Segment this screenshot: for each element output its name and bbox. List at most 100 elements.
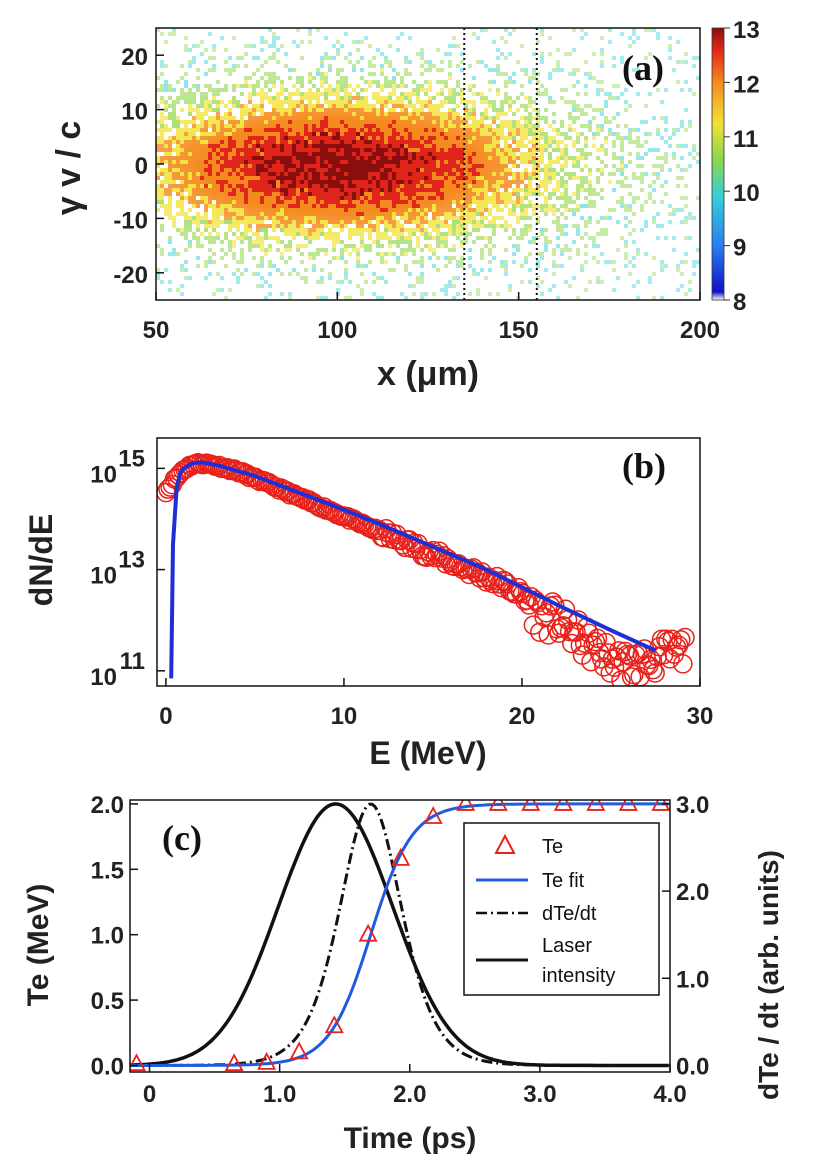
heatmap-cell: [260, 188, 264, 192]
heatmap-cell: [312, 152, 316, 156]
heatmap-cell: [300, 96, 304, 100]
heatmap-cell: [540, 168, 544, 172]
heatmap-cell: [316, 116, 320, 120]
heatmap-cell: [388, 184, 392, 188]
heatmap-cell: [196, 212, 200, 216]
heatmap-cell: [516, 244, 520, 248]
heatmap-cell: [472, 160, 476, 164]
heatmap-cell: [420, 144, 424, 148]
heatmap-cell: [368, 116, 372, 120]
heatmap-cell: [512, 200, 516, 204]
heatmap-cell: [240, 168, 244, 172]
heatmap-cell: [428, 184, 432, 188]
heatmap-cell: [496, 48, 500, 52]
heatmap-cell: [264, 72, 268, 76]
heatmap-cell: [500, 52, 504, 56]
b-data-point: [675, 627, 695, 648]
heatmap-cell: [528, 116, 532, 120]
heatmap-cell: [628, 44, 632, 48]
heatmap-cell: [416, 180, 420, 184]
heatmap-cell: [488, 200, 492, 204]
heatmap-cell: [460, 148, 464, 152]
heatmap-cell: [252, 124, 256, 128]
heatmap-cell: [336, 116, 340, 120]
heatmap-cell: [272, 116, 276, 120]
heatmap-cell: [224, 124, 228, 128]
heatmap-cell: [348, 208, 352, 212]
heatmap-cell: [200, 116, 204, 120]
heatmap-cell: [196, 200, 200, 204]
heatmap-cell: [628, 152, 632, 156]
heatmap-cell: [508, 284, 512, 288]
heatmap-cell: [216, 100, 220, 104]
heatmap-cell: [512, 28, 516, 32]
heatmap-cell: [352, 40, 356, 44]
heatmap-cell: [324, 92, 328, 96]
heatmap-cell: [284, 216, 288, 220]
heatmap-cell: [304, 280, 308, 284]
heatmap-cell: [668, 212, 672, 216]
heatmap-cell: [624, 252, 628, 256]
heatmap-cell: [220, 100, 224, 104]
heatmap-cell: [600, 188, 604, 192]
heatmap-cell: [492, 136, 496, 140]
heatmap-cell: [344, 132, 348, 136]
heatmap-cell: [532, 132, 536, 136]
heatmap-cell: [244, 188, 248, 192]
c-te-point: [289, 1041, 309, 1060]
heatmap-cell: [476, 168, 480, 172]
heatmap-cell: [244, 136, 248, 140]
heatmap-cell: [528, 172, 532, 176]
heatmap-cell: [380, 108, 384, 112]
heatmap-cell: [204, 104, 208, 108]
heatmap-cell: [452, 244, 456, 248]
heatmap-cell: [600, 88, 604, 92]
heatmap-cell: [188, 180, 192, 184]
heatmap-cell: [380, 212, 384, 216]
heatmap-cell: [248, 84, 252, 88]
heatmap-cell: [364, 108, 368, 112]
heatmap-cell: [436, 192, 440, 196]
heatmap-cell: [464, 144, 468, 148]
heatmap-cell: [452, 148, 456, 152]
heatmap-cell: [628, 208, 632, 212]
heatmap-cell: [396, 224, 400, 228]
heatmap-cell: [452, 140, 456, 144]
heatmap-cell: [480, 192, 484, 196]
heatmap-cell: [356, 232, 360, 236]
heatmap-cell: [388, 124, 392, 128]
heatmap-cell: [164, 80, 168, 84]
heatmap-cell: [344, 164, 348, 168]
heatmap-cell: [544, 168, 548, 172]
heatmap-cell: [272, 76, 276, 80]
heatmap-cell: [292, 144, 296, 148]
heatmap-cell: [396, 184, 400, 188]
heatmap-cell: [168, 204, 172, 208]
heatmap-cell: [356, 256, 360, 260]
heatmap-cell: [628, 140, 632, 144]
heatmap-cell: [620, 168, 624, 172]
heatmap-cell: [472, 108, 476, 112]
heatmap-cell: [436, 48, 440, 52]
heatmap-cell: [496, 88, 500, 92]
heatmap-cell: [300, 128, 304, 132]
heatmap-cell: [344, 172, 348, 176]
heatmap-cell: [624, 136, 628, 140]
heatmap-cell: [296, 208, 300, 212]
heatmap-cell: [428, 120, 432, 124]
heatmap-cell: [336, 72, 340, 76]
heatmap-cell: [372, 112, 376, 116]
heatmap-cell: [256, 196, 260, 200]
heatmap-cell: [188, 164, 192, 168]
heatmap-cell: [300, 176, 304, 180]
heatmap-cell: [248, 164, 252, 168]
heatmap-cell: [172, 176, 176, 180]
heatmap-cell: [432, 216, 436, 220]
heatmap-cell: [456, 292, 460, 296]
heatmap-cell: [312, 144, 316, 148]
heatmap-cell: [696, 248, 700, 252]
heatmap-cell: [408, 120, 412, 124]
heatmap-cell: [676, 164, 680, 168]
c-te-point: [224, 1053, 244, 1072]
heatmap-cell: [416, 188, 420, 192]
